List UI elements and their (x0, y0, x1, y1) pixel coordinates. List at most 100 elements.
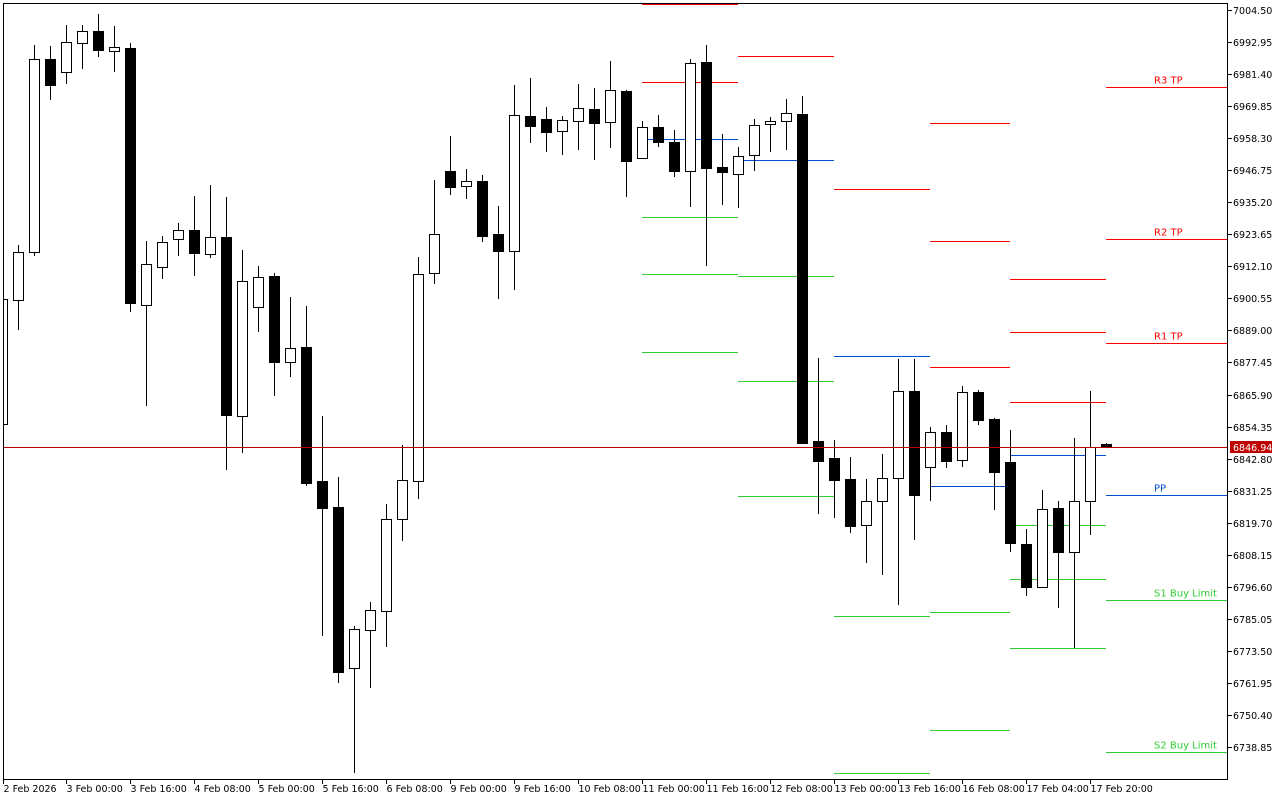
bearish-candle (1053, 501, 1064, 608)
price-tick-label: 6761.95 (1233, 679, 1272, 690)
bearish-candle (333, 477, 344, 683)
candle-body (669, 142, 680, 172)
price-tick-label: 6796.60 (1233, 583, 1272, 594)
time-tick-label: 5 Feb 16:00 (323, 784, 379, 795)
candle-body (221, 237, 232, 416)
time-tick-label: 3 Feb 00:00 (67, 784, 123, 795)
price-tick-label: 6912.10 (1233, 262, 1272, 273)
bullish-candle (893, 359, 904, 605)
bullish-candle (685, 59, 696, 207)
bullish-candle (109, 26, 120, 72)
candle-body (829, 458, 840, 481)
pivot-level-label: S2 Buy Limit (1154, 741, 1217, 752)
candle-body (621, 91, 632, 162)
price-tick-label: 6969.85 (1233, 102, 1272, 113)
bullish-candle (509, 85, 520, 290)
bearish-candle (797, 96, 808, 444)
bullish-candle (1069, 438, 1080, 648)
candles (4, 14, 1112, 773)
bullish-candle (205, 185, 216, 258)
candle-body (541, 119, 552, 133)
bullish-candle (877, 454, 888, 575)
candle-body (61, 42, 72, 73)
candle-body (893, 391, 904, 479)
bearish-candle (989, 418, 1000, 510)
candle-body (269, 276, 280, 363)
bullish-candle (61, 25, 72, 84)
candle-body (189, 230, 200, 254)
bullish-candle (573, 84, 584, 150)
price-tick-label: 6900.55 (1233, 294, 1272, 305)
bearish-candle (301, 306, 312, 486)
bullish-candle (29, 45, 40, 256)
bearish-candle (717, 134, 728, 205)
bearish-candle (445, 136, 456, 195)
price-tick-label: 6842.80 (1233, 455, 1272, 466)
bullish-candle (637, 121, 648, 159)
price-tick-label: 6819.70 (1233, 519, 1272, 530)
candle-body (1053, 508, 1064, 553)
price-tick-label: 6992.95 (1233, 38, 1272, 49)
candle-body (29, 59, 40, 253)
candle-body (381, 519, 392, 612)
bearish-candle (621, 90, 632, 197)
bullish-candle (173, 223, 184, 256)
bullish-candle (765, 117, 776, 152)
bearish-candle (669, 130, 680, 177)
bullish-candle (413, 257, 424, 499)
price-tick-label: 7004.50 (1233, 6, 1272, 17)
bearish-candle (813, 358, 824, 514)
time-tick-label: 5 Feb 00:00 (259, 784, 315, 795)
candle-body (349, 629, 360, 669)
candle-body (493, 234, 504, 252)
bullish-candle (1037, 490, 1048, 588)
candle-body (861, 501, 872, 526)
bearish-candle (541, 107, 552, 152)
price-tick-label: 6773.50 (1233, 647, 1272, 658)
candle-body (317, 481, 328, 509)
candle-body (109, 47, 120, 52)
candle-body (749, 125, 760, 156)
bearish-candle (829, 440, 840, 518)
plot-frame (3, 3, 1228, 780)
bearish-candle (221, 197, 232, 470)
time-axis[interactable]: 2 Feb 2026 3 Feb 00:00 3 Feb 16:00 4 Feb 08… (3, 780, 1153, 795)
candle-body (1005, 462, 1016, 544)
candle-body (1037, 509, 1048, 588)
bearish-candle (909, 359, 920, 540)
bearish-candle (477, 175, 488, 242)
price-tick-label: 6750.40 (1233, 711, 1272, 722)
price-tick-label: 6854.35 (1233, 423, 1272, 434)
time-tick-label: 9 Feb 00:00 (451, 784, 507, 795)
candle-body (333, 507, 344, 673)
pivot-level-label: PP (1154, 484, 1166, 495)
bullish-candle (253, 266, 264, 332)
bullish-candle (781, 99, 792, 150)
bearish-candle (589, 88, 600, 160)
pivot-level-label: R2 TP (1154, 228, 1183, 239)
candle-body (445, 171, 456, 188)
bullish-candle (397, 445, 408, 541)
bullish-candle (381, 504, 392, 647)
candle-body (605, 90, 616, 123)
time-tick-label: 17 Feb 04:00 (1027, 784, 1089, 795)
time-tick-label: 17 Feb 20:00 (1091, 784, 1153, 795)
candle-body (1069, 501, 1080, 553)
candle-body (733, 156, 744, 175)
candle-body (285, 348, 296, 363)
bearish-candle (189, 196, 200, 276)
candle-body (1085, 447, 1096, 502)
time-tick-label: 10 Feb 08:00 (579, 784, 641, 795)
price-tick-label: 6935.20 (1233, 198, 1272, 209)
time-tick-label: 4 Feb 08:00 (195, 784, 251, 795)
time-tick-label: 13 Feb 16:00 (899, 784, 961, 795)
bearish-candle (1021, 529, 1032, 596)
time-tick-label: 13 Feb 00:00 (835, 784, 897, 795)
candle-body (253, 277, 264, 308)
bullish-candle (557, 116, 568, 155)
price-tick-label: 6831.25 (1233, 487, 1272, 498)
bearish-candle (93, 14, 104, 57)
candle-body (477, 181, 488, 237)
price-axis[interactable]: 7004.50 6992.95 6981.40 6969.85 6958.30 6946.… (1228, 6, 1272, 754)
